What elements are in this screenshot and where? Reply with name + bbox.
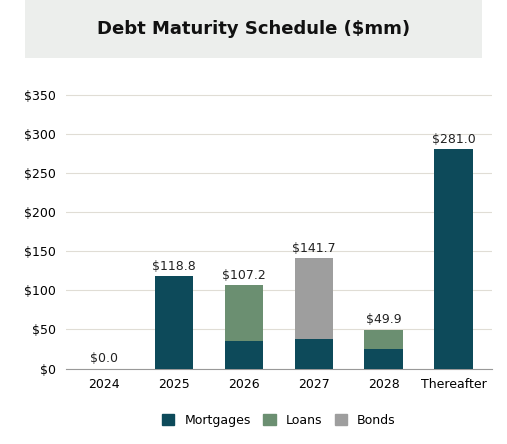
Legend: Mortgages, Loans, Bonds: Mortgages, Loans, Bonds [162,414,396,427]
Bar [295,258,333,339]
Bar [225,341,263,369]
Bar [365,349,403,369]
Bar [225,285,263,341]
Bar [295,339,333,369]
Text: $107.2: $107.2 [222,269,266,281]
Text: Debt Maturity Schedule ($mm): Debt Maturity Schedule ($mm) [97,20,410,38]
Text: $0.0: $0.0 [90,353,118,365]
Bar [365,329,403,349]
Text: $281.0: $281.0 [431,133,475,146]
Text: $49.9: $49.9 [366,313,402,326]
Bar [434,149,473,369]
Text: $118.8: $118.8 [152,260,196,273]
Text: $141.7: $141.7 [292,242,336,255]
Bar [155,276,193,369]
